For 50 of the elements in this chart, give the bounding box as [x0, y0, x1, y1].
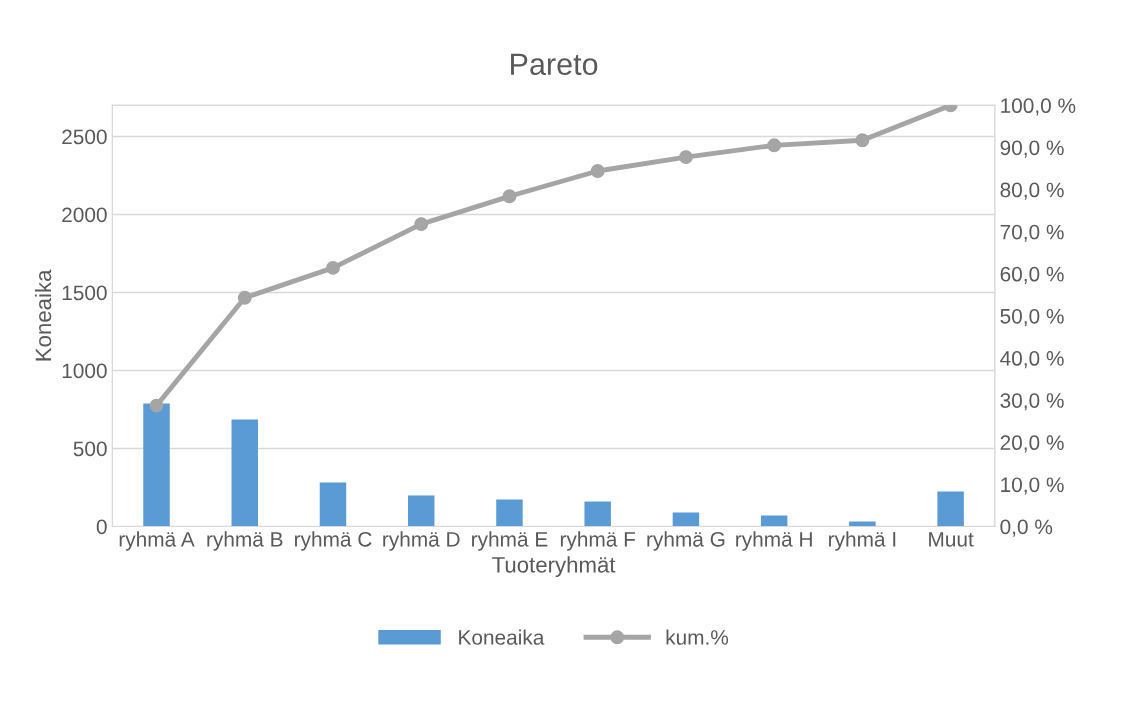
y2-tick-label: 0,0 %: [1000, 519, 1053, 537]
x-tick-label: ryhmä I: [829, 531, 896, 551]
y2-tick-label: 90,0 %: [1000, 140, 1064, 158]
bar: [584, 501, 611, 527]
point: [414, 217, 429, 232]
y2-tick-label: 30,0 %: [1000, 393, 1064, 411]
y2-tick-label: 20,0 %: [1000, 435, 1064, 453]
y2-tick-label: 60,0 %: [1000, 266, 1064, 284]
y-axis-title: Koneaika: [34, 269, 52, 361]
point: [326, 260, 340, 275]
y2-tick-label: 100,0 %: [1001, 98, 1076, 116]
legend-label: kum.%: [666, 629, 729, 645]
x-tick-label: Muut: [929, 532, 974, 547]
y-tick-label: 0: [96, 519, 107, 535]
x-tick-label: ryhmä D: [383, 531, 460, 551]
bar: [937, 491, 964, 527]
y2-tick-label: 80,0 %: [1000, 182, 1064, 200]
point: [767, 138, 782, 153]
bar: [672, 512, 700, 527]
x-tick-label: ryhmä G: [647, 531, 725, 551]
y-tick-label: 2000: [62, 207, 107, 223]
point: [502, 189, 517, 204]
point: [590, 164, 605, 178]
point: [678, 150, 693, 165]
x-tick-label: ryhmä H: [736, 531, 812, 551]
bar: [496, 499, 523, 527]
y2-tick-label: 10,0 %: [1001, 477, 1064, 495]
x-tick-label: ryhmä E: [472, 531, 548, 551]
x-axis-title: Tuoteryhmät: [492, 556, 616, 578]
y2-tick-label: 70,0 %: [1000, 224, 1064, 242]
point: [855, 133, 870, 148]
bar: [231, 419, 258, 527]
x-tick-label: ryhmä C: [295, 531, 372, 551]
y-tick-label: 2500: [62, 129, 107, 145]
bar: [407, 495, 435, 527]
bar: [319, 482, 347, 527]
y-tick-label: 1000: [62, 363, 107, 379]
point: [149, 398, 164, 413]
y-tick-label: 500: [73, 441, 107, 457]
x-tick-label: ryhmä A: [119, 531, 195, 551]
y2-tick-label: 50,0 %: [1000, 308, 1064, 327]
y2-tick-label: 40,0 %: [1000, 351, 1064, 369]
x-tick-label: ryhmä F: [560, 531, 636, 551]
bar: [143, 403, 170, 527]
y-tick-label: 1500: [62, 285, 107, 301]
bar: [760, 515, 788, 527]
chart-title: Pareto: [511, 53, 598, 76]
point: [237, 290, 252, 305]
legend-label: Koneaika: [459, 629, 545, 645]
x-tick-label: ryhmä B: [207, 531, 283, 551]
